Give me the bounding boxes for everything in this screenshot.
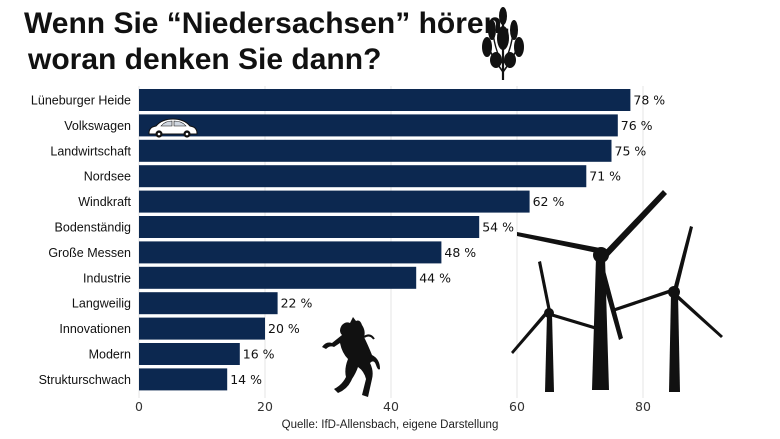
value-label: 14 % [230,372,262,387]
x-tick-label: 0 [135,399,143,414]
vw-beetle-icon [148,118,198,138]
category-label: Volkswagen [64,119,131,133]
bar [139,343,240,365]
value-label: 22 % [281,296,313,311]
category-label: Windkraft [78,195,131,209]
value-label: 71 % [589,169,621,184]
horse-icon [322,317,380,397]
category-label: Langweilig [72,297,131,311]
bar [139,139,612,162]
bar [139,317,265,340]
bar [139,292,278,315]
category-label: Strukturschwach [39,373,131,387]
value-label: 62 % [533,194,565,209]
x-tick-label: 40 [383,399,399,414]
value-label: 16 % [243,347,275,362]
x-tick-label: 60 [509,399,525,414]
source-note: Quelle: IfD-Allensbach, eigene Darstellu… [281,419,499,431]
bar [139,368,228,391]
value-label: 75 % [615,143,647,158]
x-tick-label: 20 [257,399,273,414]
value-labels: 78 % 76 % 75 % 71 % 62 % 54 % 48 % 44 % 22 % 20 %… [230,93,665,387]
bar [139,89,631,111]
bar [139,190,530,213]
category-label: Lüneburger Heide [31,94,131,108]
category-labels: Lüneburger Heide Volkswagen Landwirtschaft… [31,94,132,387]
page-title: Wenn Sie “Niedersachsen” hören, woran de… [24,6,510,78]
bar [139,114,618,137]
title-line-1: Wenn Sie “Niedersachsen” hören, [24,7,511,40]
category-label: Industrie [83,271,131,285]
value-label: 20 % [268,321,300,336]
category-label: Bodenständig [55,221,132,235]
category-label: Modern [89,348,131,362]
value-label: 78 % [633,93,665,108]
value-label: 54 % [482,220,514,235]
category-label: Landwirtschaft [50,144,131,158]
wind-turbines-icon [511,190,723,392]
bar [139,165,587,188]
bar [139,216,480,238]
value-label: 44 % [419,270,451,285]
x-tick-label: 80 [635,399,651,414]
value-label: 48 % [444,245,476,260]
heather-plant-icon [482,7,524,80]
title-line-2: woran denken Sie dann? [28,43,382,76]
category-label: Große Messen [48,246,131,260]
x-axis-ticks: 0 20 40 60 80 [135,399,651,414]
bar [139,241,442,264]
bars [139,89,631,391]
category-label: Nordsee [84,170,131,184]
bar [139,266,417,289]
value-label: 76 % [621,118,653,133]
category-label: Innovationen [59,322,131,336]
